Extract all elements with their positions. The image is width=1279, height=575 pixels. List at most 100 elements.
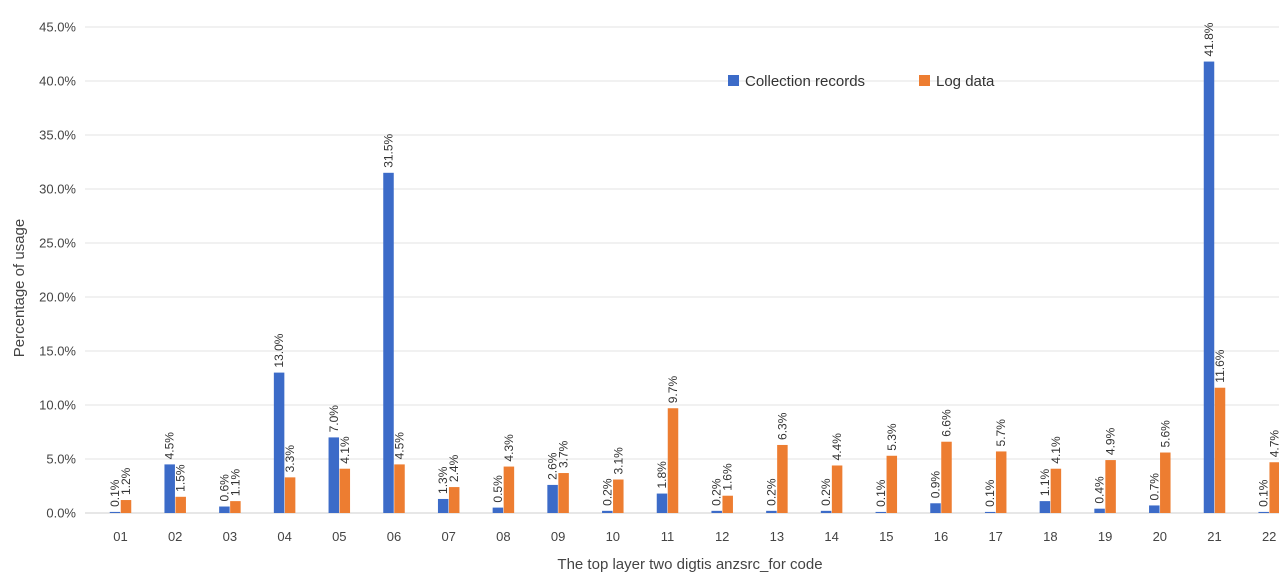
y-tick-label: 5.0% — [46, 452, 76, 467]
bar-collection-records — [109, 511, 121, 513]
data-label-log-data: 6.3% — [775, 412, 789, 440]
x-tick-label: 08 — [496, 529, 510, 544]
data-label-log-data: 1.2% — [119, 467, 133, 495]
data-label-collection-records: 0.2% — [600, 478, 614, 506]
data-label-collection-records: 1.8% — [655, 461, 669, 489]
data-label-collection-records: 41.8% — [1202, 22, 1216, 56]
x-tick-label: 04 — [277, 529, 291, 544]
x-axis-title: The top layer two digtis anzsrc_for code — [557, 556, 822, 573]
data-label-collection-records: 2.6% — [546, 452, 560, 480]
data-labels: 0.1%1.2%4.5%1.5% 0.6%1.1%13.0%3.3%7.0%4.1… — [108, 22, 1279, 507]
bar-collection-records — [766, 510, 777, 513]
bar-log-data — [339, 468, 351, 513]
data-label-collection-records: 0.4% — [1093, 476, 1107, 504]
data-label-collection-records: 1.1% — [1038, 468, 1052, 496]
y-axis-ticks: 0.0% 5.0% 10.0% 15.0% 20.0% 25.0% 30.0% 35.0% 40… — [39, 20, 76, 521]
bar-log-data — [941, 441, 952, 513]
bar-log-data — [1160, 452, 1171, 513]
bar-collection-records — [984, 511, 996, 513]
bar-log-data — [831, 465, 843, 513]
x-tick-label: 02 — [168, 529, 182, 544]
bar-collection-records — [820, 510, 832, 513]
data-label-log-data: 6.6% — [940, 409, 954, 437]
bar-collection-records — [547, 484, 558, 513]
data-label-collection-records: 31.5% — [382, 133, 396, 167]
x-tick-label: 18 — [1043, 529, 1057, 544]
x-tick-label: 11 — [661, 529, 675, 544]
y-tick-label: 10.0% — [39, 398, 76, 413]
bar-log-data — [1269, 462, 1279, 513]
bar-collection-records — [602, 510, 613, 513]
legend: Collection records Log data — [728, 73, 995, 90]
data-label-log-data: 1.1% — [228, 468, 242, 496]
y-tick-label: 25.0% — [39, 236, 76, 251]
bar-collection-records — [492, 507, 504, 513]
bar-collection-records — [656, 493, 668, 513]
data-label-collection-records: 0.9% — [929, 471, 943, 499]
data-label-collection-records: 0.6% — [217, 474, 231, 502]
bar-collection-records — [164, 464, 175, 513]
bar-collection-records — [273, 372, 285, 513]
bar-log-data — [1050, 468, 1062, 513]
data-label-collection-records: 0.7% — [1147, 473, 1161, 501]
bar-collection-records — [1149, 505, 1160, 513]
data-label-log-data: 4.3% — [502, 434, 516, 462]
bar-log-data — [722, 495, 733, 513]
bar-collection-records — [930, 503, 941, 513]
x-tick-label: 03 — [223, 529, 237, 544]
bars — [109, 61, 1279, 514]
data-label-log-data: 5.7% — [994, 419, 1008, 447]
bar-log-data — [558, 473, 569, 513]
data-label-collection-records: 0.2% — [764, 478, 778, 506]
bar-log-data — [175, 496, 186, 513]
x-tick-label: 17 — [988, 529, 1002, 544]
bar-log-data — [120, 500, 132, 513]
data-label-log-data: 5.6% — [1158, 420, 1172, 448]
data-label-log-data: 4.1% — [338, 436, 352, 464]
data-label-log-data: 1.5% — [174, 464, 188, 492]
bar-log-data — [394, 464, 405, 513]
bar-collection-records — [1258, 511, 1269, 513]
bar-collection-records — [1039, 501, 1051, 513]
bar-collection-records — [711, 510, 722, 513]
legend-swatch-log-data — [919, 75, 930, 86]
x-tick-label: 09 — [551, 529, 565, 544]
data-label-log-data: 3.7% — [557, 440, 571, 468]
bar-log-data — [995, 451, 1007, 513]
bar-log-data — [1214, 387, 1226, 513]
x-tick-label: 12 — [715, 529, 729, 544]
bar-log-data — [284, 477, 296, 513]
data-label-collection-records: 7.0% — [327, 405, 341, 433]
x-axis-ticks: 01 02 03 04 05 06 07 08 09 10 11 12 13 14 15 16 17 18 19 20… — [113, 529, 1276, 544]
bar-log-data — [777, 444, 788, 513]
bar-collection-records — [1203, 61, 1215, 514]
bar-collection-records — [875, 511, 887, 513]
bar-collection-records — [219, 506, 230, 513]
x-tick-label: 19 — [1098, 529, 1112, 544]
data-label-collection-records: 0.1% — [1257, 479, 1271, 507]
data-label-collection-records: 1.3% — [436, 466, 450, 494]
y-tick-label: 30.0% — [39, 182, 76, 197]
x-tick-label: 20 — [1153, 529, 1167, 544]
bar-log-data — [1105, 460, 1116, 513]
x-tick-label: 07 — [441, 529, 455, 544]
data-label-collection-records: 0.1% — [108, 479, 122, 507]
data-label-log-data: 5.3% — [885, 423, 899, 451]
bar-log-data — [230, 501, 241, 513]
bar-log-data — [886, 455, 898, 513]
y-tick-label: 0.0% — [46, 506, 76, 521]
data-label-log-data: 3.1% — [611, 447, 625, 475]
x-tick-label: 13 — [770, 529, 784, 544]
x-tick-label: 05 — [332, 529, 346, 544]
bar-log-data — [667, 408, 679, 513]
legend-swatch-collection-records — [728, 75, 739, 86]
data-label-log-data: 4.7% — [1268, 430, 1279, 458]
data-label-log-data: 2.4% — [447, 454, 461, 482]
x-tick-label: 21 — [1207, 529, 1221, 544]
data-label-collection-records: 0.2% — [710, 478, 724, 506]
y-tick-label: 40.0% — [39, 74, 76, 89]
y-tick-label: 15.0% — [39, 344, 76, 359]
x-tick-label: 01 — [113, 529, 127, 544]
bar-log-data — [448, 487, 460, 513]
